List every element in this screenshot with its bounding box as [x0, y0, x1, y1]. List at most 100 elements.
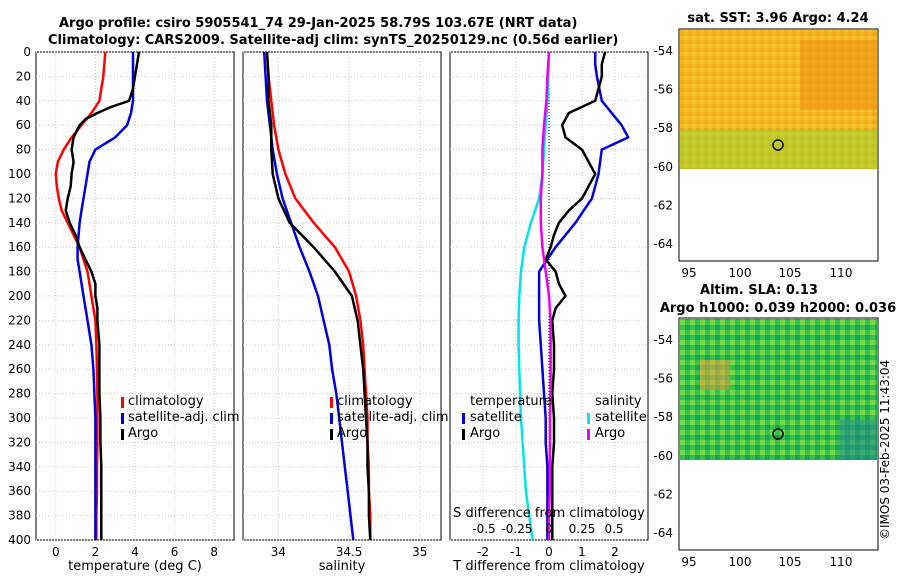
depth-tick-label: 80	[16, 143, 31, 157]
salinity-panel: 34 34.5 35 salinity climatology satellite-…	[242, 51, 449, 574]
x-tick-label: 35	[412, 545, 427, 559]
x-tick-label: 0	[545, 545, 553, 559]
sst-argo-marker	[772, 139, 784, 151]
map-x-tick: 100	[729, 266, 752, 280]
series-line-argo	[265, 51, 372, 541]
sla-map-title-2: Argo h1000: 0.039 h2000: 0.036	[660, 301, 896, 316]
depth-tick-label: 40	[16, 94, 31, 108]
legend-label-argo-t: Argo	[470, 426, 500, 441]
salinity-xlabel: salinity	[319, 559, 366, 574]
legend-label-sat-s: satellite	[595, 410, 647, 425]
sla-cool-patch	[840, 420, 877, 460]
legend-swatch-climatology	[121, 397, 124, 408]
depth-tick-label: 180	[8, 265, 31, 279]
salinity-legend: climatology satellite-adj. clim Argo	[330, 394, 449, 441]
x-tick-label: 6	[171, 545, 179, 559]
temperature-panel: 0204060801001201401601802002202402602803…	[8, 45, 240, 574]
map-x-tick: 95	[681, 555, 696, 569]
series-line-satellite-t-	[537, 52, 630, 540]
x-tick-label: 4	[131, 545, 139, 559]
temperature-xlabel: temperature (deg C)	[68, 559, 202, 574]
legend-title-temperature: temperature	[470, 394, 552, 409]
depth-tick-label: 60	[16, 118, 31, 132]
difference-legend: temperature satellite Argo salinity sate…	[462, 394, 647, 441]
legend-swatch-argo	[121, 429, 124, 440]
legend-label-argo-s: Argo	[595, 426, 625, 441]
depth-tick-label: 160	[8, 240, 31, 254]
depth-tick-label: 140	[8, 216, 31, 230]
series-line-argo-s-	[539, 51, 552, 540]
depth-tick-label: 100	[8, 167, 31, 181]
sst-warm-patch	[800, 40, 877, 110]
temperature-legend: climatology satellite-adj. clim Argo	[121, 394, 240, 441]
map-y-tick: -60	[653, 160, 673, 174]
legend-title-salinity: salinity	[595, 394, 642, 409]
depth-tick-label: 0	[23, 45, 31, 59]
legend-swatch-argo-s	[587, 429, 590, 440]
x-tick-label: -2	[477, 545, 489, 559]
map-y-tick: -62	[653, 487, 673, 501]
legend-label-satellite: satellite-adj. clim	[128, 410, 240, 425]
x-tick-label: 8	[210, 545, 218, 559]
s-tick: 0	[545, 522, 553, 536]
map-x-tick: 110	[830, 555, 853, 569]
figure-title-line2: Climatology: CARS2009. Satellite-adj cli…	[48, 33, 619, 48]
legend-swatch-argo-2	[330, 429, 333, 440]
legend-label-sat-t: satellite	[470, 410, 522, 425]
legend-label-argo-2: Argo	[337, 426, 367, 441]
x-tick-label: 34	[271, 545, 286, 559]
map-y-tick: -62	[653, 198, 673, 212]
depth-tick-label: 220	[8, 313, 31, 327]
legend-swatch-sat-t	[462, 413, 465, 424]
depth-tick-label: 280	[8, 387, 31, 401]
depth-tick-label: 360	[8, 484, 31, 498]
depth-tick-label: 20	[16, 69, 31, 83]
sst-map-title: sat. SST: 3.96 Argo: 4.24	[687, 11, 868, 26]
depth-tick-label: 320	[8, 435, 31, 449]
legend-swatch-argo-t	[462, 429, 465, 440]
depth-tick-label: 260	[8, 362, 31, 376]
legend-label-climatology-2: climatology	[337, 394, 413, 409]
map-y-tick: -54	[653, 44, 673, 58]
map-y-tick: -56	[653, 83, 673, 97]
s-tick: 0.5	[604, 522, 623, 536]
map-y-tick: -56	[653, 372, 673, 386]
series-line-satellite-s-	[517, 51, 551, 541]
difference-xlabel: T difference from climatology	[452, 559, 645, 574]
map-y-tick: -64	[653, 237, 673, 251]
legend-swatch-sat-s	[587, 413, 590, 424]
series-line-argo-t-	[544, 51, 607, 540]
timestamp-stamp: ©IMOS 03-Feb-2025 11:43:04	[878, 359, 892, 540]
x-tick-label: 0	[52, 545, 60, 559]
legend-label-climatology: climatology	[128, 394, 204, 409]
sla-map-title-1: Altim. SLA: 0.13	[700, 283, 818, 298]
map-x-tick: 110	[830, 266, 853, 280]
depth-tick-label: 200	[8, 289, 31, 303]
sla-warm-patch	[700, 360, 730, 390]
depth-tick-label: 120	[8, 191, 31, 205]
depth-tick-label: 380	[8, 509, 31, 523]
map-y-tick: -64	[653, 526, 673, 540]
map-x-tick: 105	[779, 266, 802, 280]
sla-map-panel: Altim. SLA: 0.13 Argo h1000: 0.039 h2000…	[653, 283, 896, 569]
s-difference-ticks: -0.5 -0.25 0 0.25 0.5	[472, 522, 623, 536]
s-tick: -0.5	[472, 522, 495, 536]
depth-tick-label: 240	[8, 338, 31, 352]
s-difference-label: S difference from climatology	[453, 506, 645, 521]
difference-panel: -2 -1 0 1 2 temperature satellite Argo salin…	[449, 51, 649, 574]
legend-label-satellite-2: satellite-adj. clim	[337, 410, 449, 425]
x-tick-label: 2	[611, 545, 619, 559]
legend-label-argo: Argo	[128, 426, 158, 441]
depth-tick-label: 340	[8, 460, 31, 474]
sla-argo-marker	[772, 428, 784, 440]
x-tick-label: -1	[510, 545, 522, 559]
map-y-tick: -58	[653, 121, 673, 135]
depth-tick-label: 300	[8, 411, 31, 425]
legend-swatch-satellite	[121, 413, 124, 424]
map-x-tick: 105	[779, 555, 802, 569]
map-y-tick: -60	[653, 449, 673, 463]
s-tick: 0.25	[569, 522, 596, 536]
map-x-tick: 95	[681, 266, 696, 280]
figure-title-line1: Argo profile: csiro 5905541_74 29-Jan-20…	[59, 16, 578, 31]
